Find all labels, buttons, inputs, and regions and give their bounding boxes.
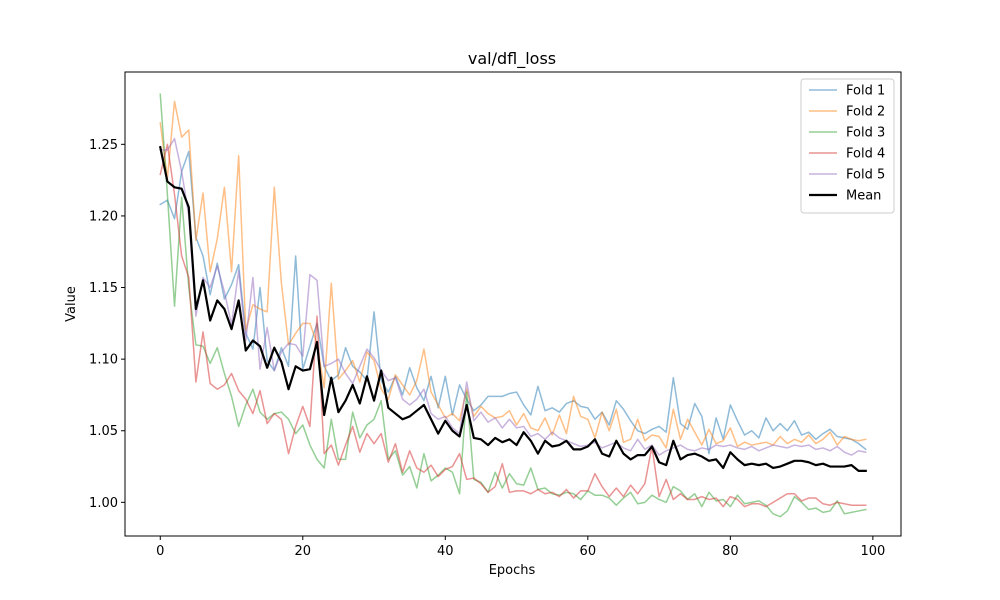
series-line-fold-4 xyxy=(159,143,867,508)
x-tick-label: 40 xyxy=(437,544,454,559)
plot-frame xyxy=(124,71,902,537)
series-line-fold-5 xyxy=(159,137,867,456)
x-tick-label: 60 xyxy=(580,544,597,559)
legend: Fold 1 Fold 2 Fold 3 Fold 4 Fold 5 Mean xyxy=(800,78,895,214)
legend-label: Fold 5 xyxy=(846,168,885,183)
chart-title: val/dfl_loss xyxy=(468,49,556,69)
series-line-mean xyxy=(158,145,867,472)
x-tick-label: 80 xyxy=(722,544,739,559)
legend-label: Fold 1 xyxy=(846,84,885,99)
y-tick-label: 1.25 xyxy=(89,138,118,153)
legend-box xyxy=(800,78,895,214)
y-tick-label: 1.05 xyxy=(89,424,118,439)
x-tick-label: 20 xyxy=(295,544,312,559)
y-axis-label: Value xyxy=(64,286,79,322)
x-axis: 0 20 40 60 80 100 xyxy=(156,536,885,559)
y-tick-label: 1.15 xyxy=(89,281,118,296)
series-line-fold-1 xyxy=(159,150,867,455)
legend-label: Mean xyxy=(846,189,881,204)
y-tick-label: 1.10 xyxy=(89,353,118,368)
legend-label: Fold 2 xyxy=(846,105,885,120)
y-tick-label: 1.00 xyxy=(89,496,118,511)
legend-label: Fold 4 xyxy=(846,147,885,162)
y-axis: 1.00 1.05 1.10 1.15 1.20 1.25 xyxy=(89,138,125,511)
x-axis-label: Epochs xyxy=(489,563,536,578)
series-line-fold-3 xyxy=(159,93,867,518)
x-tick-label: 100 xyxy=(860,544,885,559)
x-tick-label: 0 xyxy=(156,544,164,559)
series-line-fold-2 xyxy=(159,100,867,449)
series-layer xyxy=(158,93,867,518)
legend-label: Fold 3 xyxy=(846,126,885,141)
y-tick-label: 1.20 xyxy=(89,209,118,224)
